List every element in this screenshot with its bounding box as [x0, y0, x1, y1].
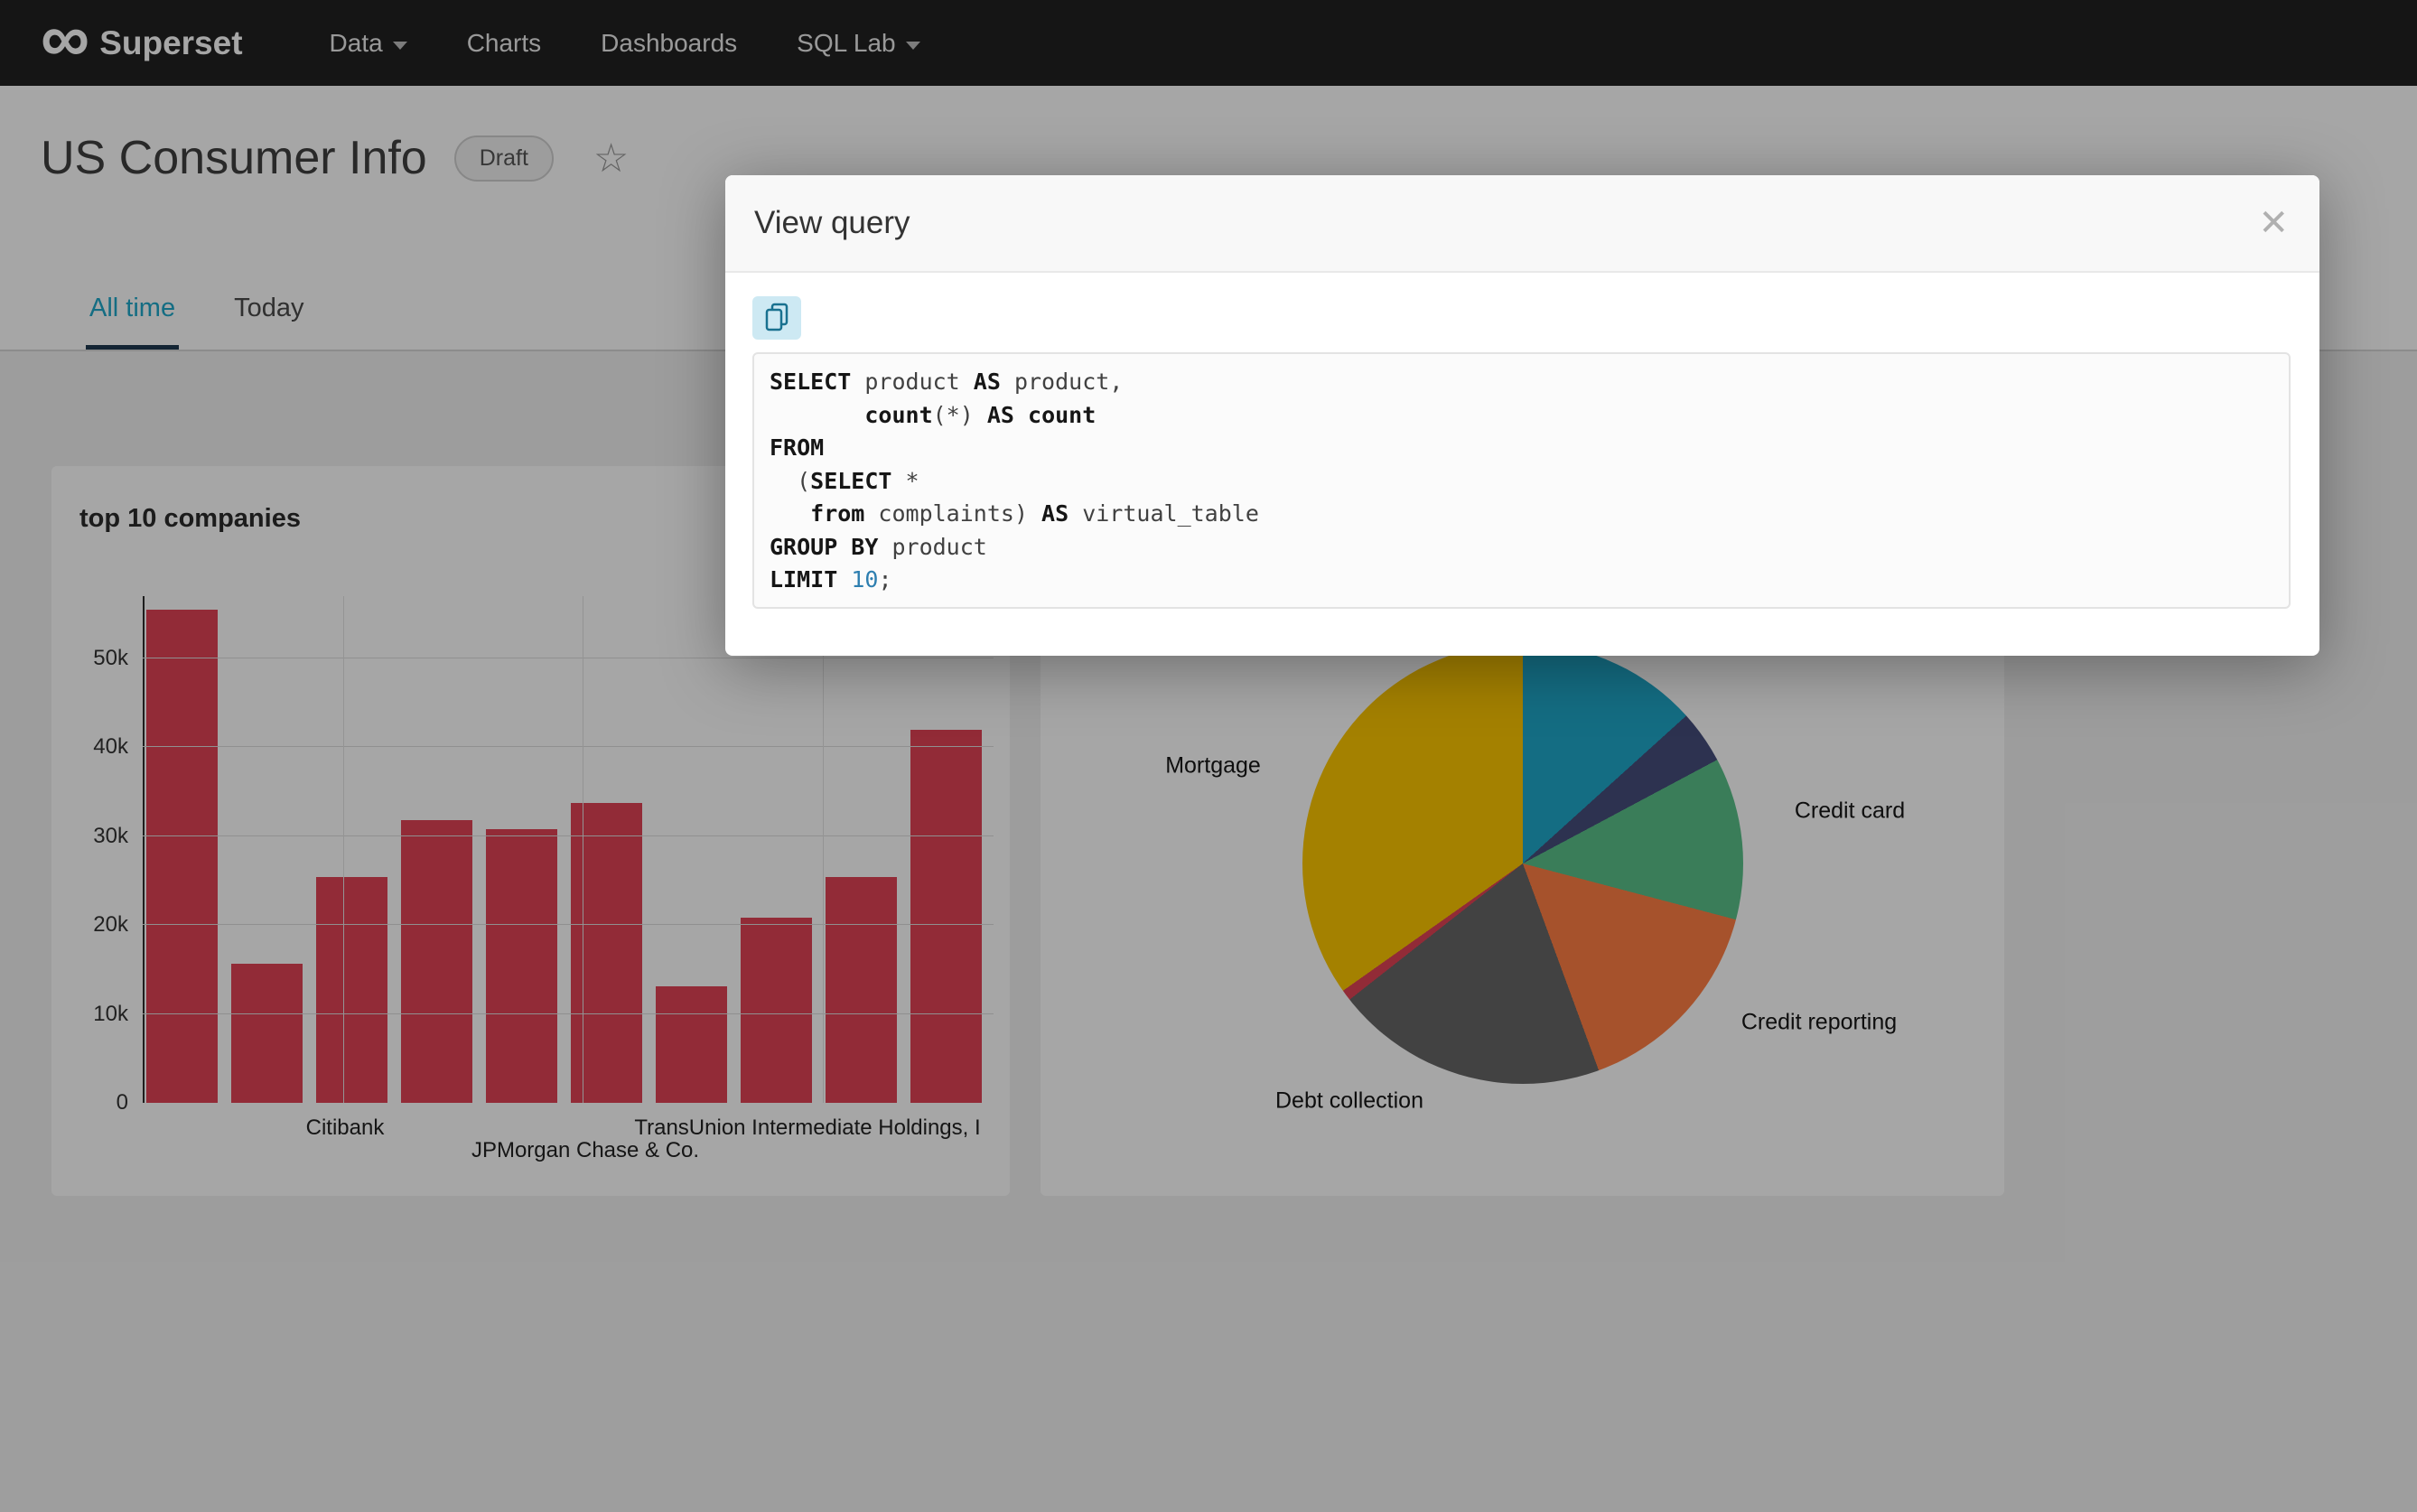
bar[interactable]: [910, 729, 982, 1103]
caret-down-icon: [392, 41, 407, 50]
sql-line: (SELECT *: [770, 467, 919, 494]
nav-item-sql-lab[interactable]: SQL Lab: [797, 28, 920, 58]
pie-label-credit-card: Credit card: [1794, 798, 1906, 824]
superset-logo-icon: ∞: [41, 0, 89, 77]
gridline: [143, 1013, 994, 1014]
sql-line: FROM: [770, 434, 825, 461]
nav-item-data[interactable]: Data: [330, 29, 407, 58]
pie-label-debt-collection: Debt collection: [1275, 1087, 1423, 1114]
y-axis-tick: 10k: [93, 1001, 128, 1026]
bar-plot: 0 10k 20k 30k 40k 50k Citibank JPMorgan Chase &…: [93, 596, 994, 1162]
bar[interactable]: [826, 877, 897, 1103]
sql-line: LIMIT 10;: [770, 566, 892, 593]
modal-header: View query ✕: [725, 175, 2319, 273]
tab-today[interactable]: Today: [234, 293, 304, 322]
brand-name: Superset: [99, 23, 243, 61]
pie-chart[interactable]: [1302, 643, 1743, 1084]
sql-line: count(*) AS count: [864, 401, 1097, 428]
gridline: [343, 596, 344, 1103]
y-axis-tick: 50k: [93, 645, 128, 670]
nav-item-label: Data: [329, 28, 383, 57]
status-badge: Draft: [453, 135, 554, 182]
y-axis-tick: 20k: [93, 912, 128, 938]
caret-down-icon: [905, 41, 920, 50]
sql-line: GROUP BY product: [770, 533, 987, 560]
sql-line: SELECT product AS product,: [770, 369, 1124, 395]
close-icon[interactable]: ✕: [2258, 203, 2289, 243]
nav-item-dashboards[interactable]: Dashboards: [601, 29, 737, 58]
pie-label-credit-reporting: Credit reporting: [1740, 1009, 1898, 1035]
bar-chart-card: top 10 companies 0 10k 20k 30k 40k 50k Citiban…: [51, 466, 1010, 1196]
nav-items: Data Charts Dashboards SQL Lab: [330, 29, 920, 58]
page-title: US Consumer Info: [41, 132, 427, 184]
bar[interactable]: [486, 828, 557, 1103]
dashboard-area: top 10 companies 0 10k 20k 30k 40k 50k Citiban…: [0, 351, 2417, 1512]
gridline: [823, 596, 824, 1103]
modal-body: SELECT product AS product, count(*) AS c…: [725, 273, 2319, 632]
y-axis-tick: 30k: [93, 823, 128, 848]
sql-line: from complaints) AS virtual_table: [810, 500, 1259, 527]
modal-title: View query: [754, 205, 910, 240]
bar[interactable]: [401, 820, 472, 1103]
bar[interactable]: [316, 877, 387, 1103]
gridline: [143, 924, 994, 926]
copy-query-button[interactable]: [752, 296, 801, 340]
pie-label-mortgage: Mortgage: [1165, 752, 1261, 779]
copy-icon: [764, 303, 789, 334]
gridline: [143, 835, 994, 836]
bar[interactable]: [231, 964, 303, 1103]
bar[interactable]: [146, 609, 218, 1103]
top-navbar: ∞ Superset Data Charts Dashboards SQL Lab: [0, 0, 2417, 86]
tab-all-time[interactable]: All time: [86, 271, 180, 350]
nav-item-charts[interactable]: Charts: [467, 29, 541, 58]
x-axis-tick: Citibank: [305, 1115, 385, 1140]
view-query-modal: View query ✕ SELECT product AS product, …: [725, 175, 2319, 656]
bar-chart-title: top 10 companies: [79, 504, 301, 533]
bar[interactable]: [741, 918, 812, 1103]
bar[interactable]: [656, 986, 727, 1103]
y-axis-tick: 0: [116, 1090, 128, 1115]
x-axis-tick: TransUnion Intermediate Holdings, I: [634, 1115, 981, 1140]
favorite-star-icon[interactable]: ☆: [593, 135, 630, 181]
y-axis-line: [143, 596, 145, 1103]
gridline: [143, 746, 994, 748]
nav-item-label: Charts: [466, 28, 542, 57]
x-axis-tick: JPMorgan Chase & Co.: [471, 1138, 700, 1162]
nav-item-label: SQL Lab: [797, 28, 896, 57]
y-axis-tick: 40k: [93, 734, 128, 760]
nav-item-label: Dashboards: [601, 28, 738, 57]
sql-query-code[interactable]: SELECT product AS product, count(*) AS c…: [752, 352, 2291, 609]
